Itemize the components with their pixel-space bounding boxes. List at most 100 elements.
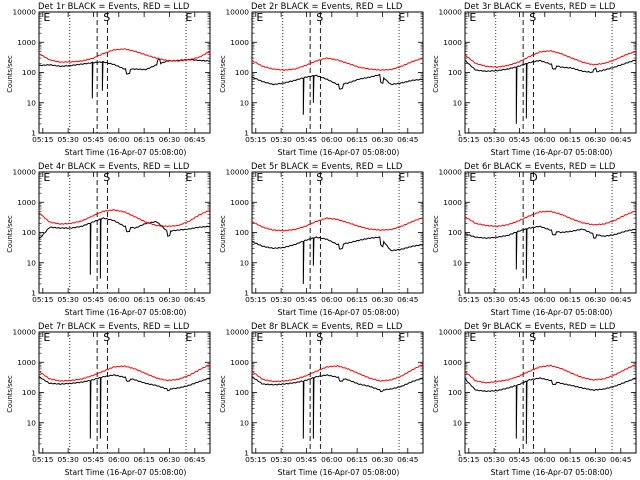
y-axis-title: Counts/sec (6, 375, 14, 413)
x-axis-title: Start Time (16-Apr-07 05:08:00) (490, 308, 613, 317)
lld-series-line (38, 363, 211, 382)
y-tick-label: 10 (240, 258, 250, 267)
y-tick-label: 100 (448, 388, 462, 397)
panel-title: Det 3r BLACK = Events, RED = LLD (464, 1, 616, 11)
x-tick-label: 06:00 (534, 135, 556, 144)
x-tick-label: 05:15 (32, 295, 54, 304)
y-axis-title: Counts/sec (432, 55, 440, 93)
y-tick-label: 1000 (443, 198, 462, 207)
x-tick-label: 06:30 (159, 295, 181, 304)
events-series-line (251, 374, 424, 439)
x-tick-label: 06:15 (559, 295, 581, 304)
y-tick-label: 1000 (443, 358, 462, 367)
plot-frame (464, 11, 637, 134)
x-axis-title: Start Time (16-Apr-07 05:08:00) (277, 148, 400, 157)
x-tick-label: 06:45 (184, 135, 206, 144)
x-axis-title: Start Time (16-Apr-07 05:08:00) (277, 468, 400, 477)
detector-panel-8r: Det 8r BLACK = Events, RED = LLD 1 10 100 10… (213, 320, 426, 480)
x-tick-label: 05:45 (296, 455, 318, 464)
plot-area: 1 10 100 1000 10000 05:15 05:30 05:45 06:00 06:15… (12, 8, 211, 144)
y-tick-label: 10000 (438, 328, 462, 337)
detector-panel-1r: Det 1r BLACK = Events, RED = LLD 1 10 100 10… (0, 0, 213, 160)
x-tick-label: 06:00 (108, 455, 130, 464)
y-axis-title: Counts/sec (6, 55, 14, 93)
event-marker-label: E (256, 331, 263, 344)
event-marker-label: E (256, 11, 263, 24)
panel-title: Det 1r BLACK = Events, RED = LLD (38, 1, 190, 11)
x-tick-label: 06:45 (397, 455, 419, 464)
x-tick-label: 06:00 (108, 295, 130, 304)
detector-panel-9r: Det 9r BLACK = Events, RED = LLD 1 10 100 10… (426, 320, 639, 480)
x-tick-label: 05:45 (509, 295, 531, 304)
y-axis-title: Counts/sec (219, 215, 227, 253)
x-tick-label: 06:15 (346, 135, 368, 144)
y-tick-label: 1000 (17, 198, 36, 207)
x-tick-label: 06:30 (585, 135, 607, 144)
x-tick-label: 06:30 (159, 455, 181, 464)
x-tick-label: 05:15 (245, 455, 267, 464)
x-tick-label: 05:45 (83, 135, 105, 144)
y-tick-label: 10 (453, 98, 463, 107)
plot-area: 1 10 100 1000 10000 05:15 05:30 05:45 06:00 06:15… (438, 328, 637, 464)
events-series-line (38, 217, 211, 279)
x-tick-label: 06:45 (397, 295, 419, 304)
y-tick-label: 10 (27, 418, 37, 427)
y-tick-label: 10000 (12, 168, 36, 177)
x-axis-title: Start Time (16-Apr-07 05:08:00) (64, 308, 187, 317)
x-tick-label: 06:15 (559, 135, 581, 144)
x-tick-label: 06:00 (321, 135, 343, 144)
y-tick-label: 1 (31, 449, 36, 458)
x-tick-label: 06:00 (321, 295, 343, 304)
y-tick-label: 1 (457, 129, 462, 138)
x-tick-label: 05:30 (270, 135, 292, 144)
plot-area: 1 10 100 1000 10000 05:15 05:30 05:45 06:00 06:15… (438, 168, 637, 304)
y-tick-label: 100 (235, 388, 249, 397)
y-tick-label: 1000 (17, 38, 36, 47)
y-tick-label: 10000 (225, 328, 249, 337)
panel-title: Det 5r BLACK = Events, RED = LLD (251, 161, 403, 171)
events-series-line (38, 374, 211, 439)
events-series-line (464, 377, 637, 444)
lld-series-line (464, 363, 637, 384)
y-tick-label: 10 (27, 258, 37, 267)
panel-title: Det 2r BLACK = Events, RED = LLD (251, 1, 403, 11)
events-series-line (38, 58, 211, 99)
y-tick-label: 10 (27, 98, 37, 107)
y-axis-title: Counts/sec (6, 215, 14, 253)
lld-series-line (251, 216, 424, 232)
plot-frame (464, 331, 637, 454)
x-tick-label: 06:30 (585, 295, 607, 304)
x-tick-label: 05:45 (509, 135, 531, 144)
plot-area: 1 10 100 1000 10000 05:15 05:30 05:45 06:00 06:15… (225, 328, 424, 464)
y-tick-label: 1000 (230, 358, 249, 367)
detector-panel-2r: Det 2r BLACK = Events, RED = LLD 1 10 100 10… (213, 0, 426, 160)
y-tick-label: 1000 (230, 198, 249, 207)
event-marker-label: S (103, 331, 110, 344)
detector-panel-4r: Det 4r BLACK = Events, RED = LLD 1 10 100 10… (0, 160, 213, 320)
x-tick-label: 06:15 (133, 135, 155, 144)
x-tick-label: 06:45 (184, 455, 206, 464)
x-tick-label: 05:30 (483, 135, 505, 144)
event-marker-label: S (316, 171, 323, 184)
y-axis-title: Counts/sec (219, 375, 227, 413)
x-tick-label: 06:30 (372, 135, 394, 144)
x-tick-label: 05:45 (83, 455, 105, 464)
event-marker-label: D (529, 171, 537, 184)
lld-series-line (251, 57, 424, 72)
y-tick-label: 1 (244, 449, 249, 458)
lld-series-line (251, 363, 424, 383)
y-tick-label: 10000 (438, 168, 462, 177)
detector-panel-7r: Det 7r BLACK = Events, RED = LLD 1 10 100 10… (0, 320, 213, 480)
x-tick-label: 06:00 (108, 135, 130, 144)
x-tick-label: 05:30 (483, 455, 505, 464)
x-tick-label: 06:30 (585, 455, 607, 464)
event-marker-label: S (529, 331, 536, 344)
plot-frame (251, 331, 424, 454)
x-tick-label: 06:15 (346, 455, 368, 464)
plot-frame (38, 331, 211, 454)
plot-frame (464, 171, 637, 294)
x-tick-label: 05:15 (458, 455, 480, 464)
y-tick-label: 1 (244, 289, 249, 298)
x-tick-label: 06:15 (346, 295, 368, 304)
x-tick-label: 06:00 (321, 455, 343, 464)
